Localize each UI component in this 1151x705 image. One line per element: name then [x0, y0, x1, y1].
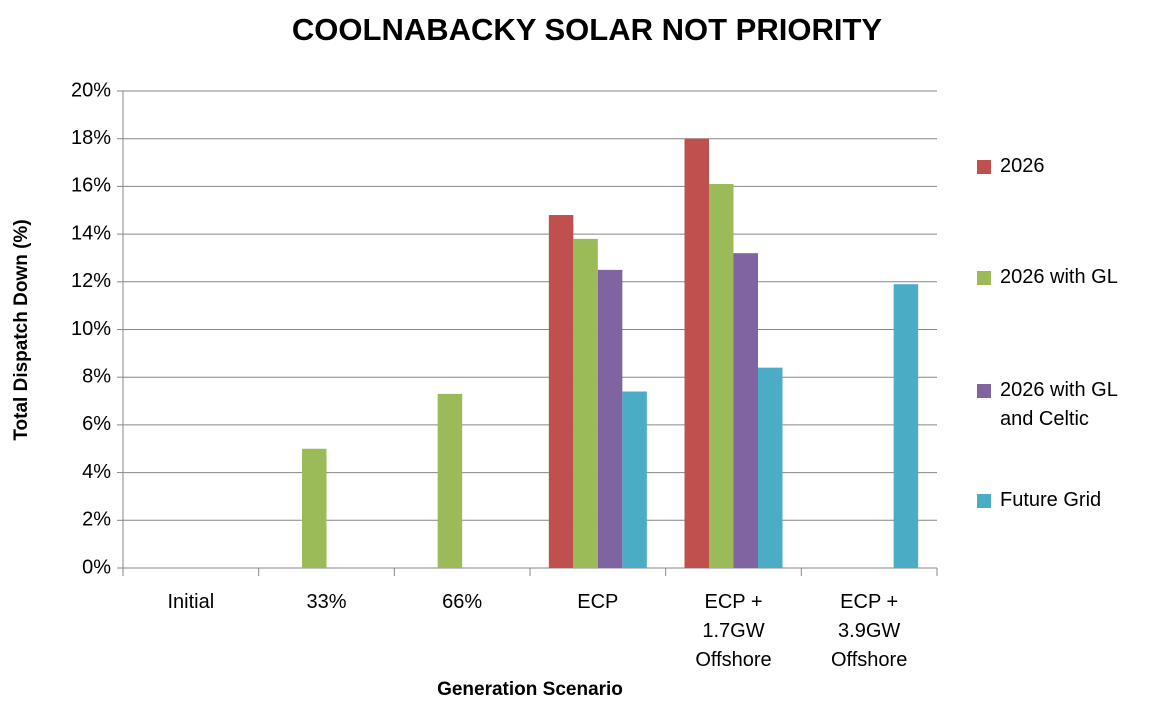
y-tick-label: 20%: [71, 79, 111, 101]
x-tick-label: Initial: [167, 591, 215, 613]
bar: [893, 284, 919, 568]
legend-swatch: [977, 271, 991, 285]
y-tick-label: 16%: [71, 175, 111, 197]
legend-label: 2026 with GL: [1000, 266, 1118, 288]
bar: [733, 253, 758, 568]
bar: [548, 215, 574, 568]
bar: [709, 184, 734, 568]
bar: [437, 393, 463, 568]
y-tick-label: 6%: [82, 413, 111, 435]
legend-swatch: [977, 384, 991, 398]
bar: [758, 367, 783, 568]
bar: [573, 238, 598, 568]
x-tick-label: 66%: [442, 591, 483, 613]
x-tick-label: ECP + 1.7GW Offshore: [695, 591, 772, 671]
y-tick-label: 4%: [82, 461, 111, 483]
bar: [684, 138, 709, 568]
y-tick-label: 18%: [71, 127, 111, 149]
bar: [622, 391, 647, 568]
x-axis-label: Generation Scenario: [437, 679, 623, 700]
x-tick-label: ECP + 3.9GW Offshore: [830, 591, 908, 671]
legend-label: 2026 with GL and Celtic: [1000, 379, 1118, 430]
chart-title: COOLNABACKY SOLAR NOT PRIORITY: [292, 12, 882, 47]
y-tick-label: 2%: [82, 509, 111, 531]
y-tick-label: 12%: [71, 270, 111, 292]
y-tick-label: 10%: [71, 318, 111, 340]
y-axis-label: Total Dispatch Down (%): [11, 219, 32, 440]
legend-swatch: [977, 160, 991, 174]
x-tick-label: ECP: [577, 591, 619, 613]
legend-label: Future Grid: [1000, 489, 1102, 511]
legend-swatch: [977, 494, 991, 508]
x-tick-label: 33%: [306, 591, 347, 613]
legend-label: 2026: [1000, 155, 1045, 177]
y-tick-label: 14%: [71, 222, 111, 244]
bar: [302, 448, 327, 568]
bar: [597, 269, 623, 568]
y-tick-label: 0%: [82, 556, 111, 578]
y-tick-label: 8%: [82, 365, 111, 387]
